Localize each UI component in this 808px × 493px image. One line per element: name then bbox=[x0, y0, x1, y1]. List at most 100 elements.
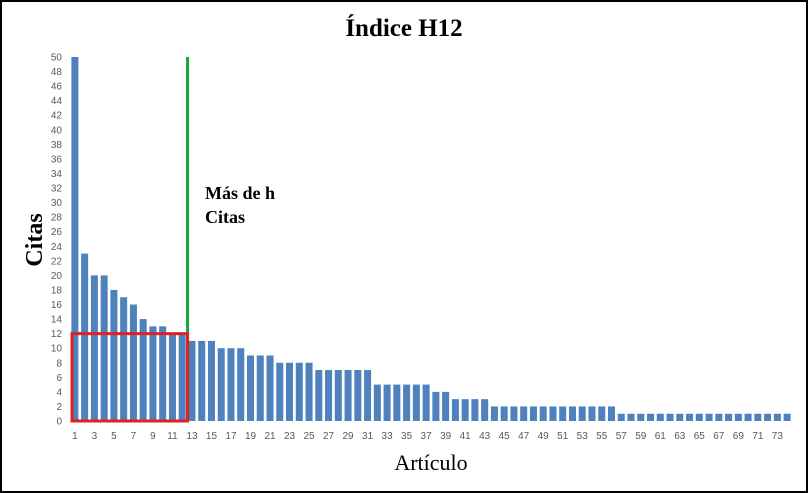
bar-article-62 bbox=[666, 413, 674, 421]
x-tick-label: 41 bbox=[460, 431, 472, 442]
bar-article-70 bbox=[744, 413, 752, 421]
x-tick-label: 29 bbox=[343, 431, 355, 442]
x-tick-label: 63 bbox=[674, 431, 686, 442]
bar-article-58 bbox=[627, 413, 635, 421]
x-tick-label: 51 bbox=[557, 431, 569, 442]
bar-article-6 bbox=[120, 297, 128, 421]
bar-article-27 bbox=[325, 370, 333, 421]
x-tick-label: 71 bbox=[752, 431, 764, 442]
bar-article-18 bbox=[237, 348, 245, 421]
x-tick-label: 39 bbox=[440, 431, 452, 442]
bar-article-50 bbox=[549, 406, 557, 421]
x-tick-label: 1 bbox=[72, 431, 78, 442]
x-tick-label: 19 bbox=[245, 431, 257, 442]
y-tick-label: 32 bbox=[51, 184, 63, 195]
x-tick-label: 25 bbox=[303, 431, 315, 442]
y-tick-label: 2 bbox=[56, 402, 62, 413]
bar-article-63 bbox=[676, 413, 684, 421]
y-tick-label: 44 bbox=[51, 96, 63, 107]
bar-article-49 bbox=[539, 406, 547, 421]
bar-article-69 bbox=[734, 413, 742, 421]
x-tick-label: 59 bbox=[635, 431, 647, 442]
bar-article-57 bbox=[617, 413, 625, 421]
x-tick-labels: 1 3 5 7 9 11 13 15 17 19 21 23 25 27 29 31 33 35 37 39 41 43 4… bbox=[72, 431, 783, 442]
bar-article-56 bbox=[607, 406, 616, 421]
x-tick-label: 73 bbox=[772, 431, 784, 442]
y-tick-label: 12 bbox=[51, 329, 63, 340]
y-tick-label: 40 bbox=[51, 125, 63, 136]
y-tick-label: 34 bbox=[51, 169, 63, 180]
x-tick-label: 61 bbox=[655, 431, 667, 442]
bar-article-25 bbox=[305, 362, 313, 421]
x-tick-label: 21 bbox=[264, 431, 276, 442]
x-tick-label: 31 bbox=[362, 431, 374, 442]
bar-article-47 bbox=[520, 406, 528, 421]
x-tick-label: 45 bbox=[499, 431, 511, 442]
y-tick-label: 42 bbox=[51, 111, 63, 122]
bar-article-39 bbox=[442, 391, 450, 421]
x-tick-label: 57 bbox=[616, 431, 628, 442]
bar-article-5 bbox=[110, 289, 118, 421]
bar-article-48 bbox=[529, 406, 537, 421]
bar-article-53 bbox=[578, 406, 586, 421]
bar-article-66 bbox=[705, 413, 713, 421]
bar-article-55 bbox=[598, 406, 606, 421]
bar-article-24 bbox=[295, 362, 303, 421]
bar-article-35 bbox=[403, 384, 411, 421]
h-index-box bbox=[70, 332, 190, 423]
x-tick-label: 37 bbox=[421, 431, 433, 442]
y-tick-label: 4 bbox=[56, 387, 62, 398]
bar-article-30 bbox=[354, 370, 362, 421]
annotation-line-2: Citas bbox=[205, 207, 245, 227]
bar-article-67 bbox=[715, 413, 723, 421]
bar-article-54 bbox=[588, 406, 596, 421]
x-tick-label: 13 bbox=[186, 431, 198, 442]
bar-article-12 bbox=[178, 333, 186, 421]
x-tick-label: 35 bbox=[401, 431, 413, 442]
bar-article-42 bbox=[471, 399, 479, 421]
chart-title: Índice H12 bbox=[345, 14, 462, 42]
bar-article-21 bbox=[266, 355, 274, 421]
y-axis-label: Citas bbox=[22, 213, 48, 266]
bar-article-51 bbox=[559, 406, 567, 421]
y-tick-labels: 0246810121416182022242628303234363840424… bbox=[51, 53, 63, 428]
x-tick-label: 53 bbox=[577, 431, 589, 442]
y-tick-label: 30 bbox=[51, 198, 63, 209]
bar-article-32 bbox=[373, 384, 381, 421]
y-tick-label: 16 bbox=[51, 300, 63, 311]
bar-article-38 bbox=[432, 391, 440, 421]
bar-article-10 bbox=[159, 326, 167, 421]
y-tick-label: 38 bbox=[51, 140, 63, 151]
bar-article-33 bbox=[383, 384, 391, 421]
bar-article-68 bbox=[725, 413, 733, 421]
y-tick-label: 36 bbox=[51, 154, 63, 165]
bar-article-8 bbox=[139, 319, 147, 421]
bar-article-43 bbox=[481, 399, 489, 421]
x-tick-label: 27 bbox=[323, 431, 335, 442]
bar-article-64 bbox=[686, 413, 694, 421]
x-tick-label: 15 bbox=[206, 431, 218, 442]
bar-article-37 bbox=[422, 384, 430, 421]
y-tick-label: 0 bbox=[56, 417, 62, 428]
bar-article-20 bbox=[256, 355, 264, 421]
bar-article-4 bbox=[100, 275, 108, 421]
y-tick-label: 26 bbox=[51, 227, 63, 238]
y-tick-label: 10 bbox=[51, 344, 63, 355]
bar-article-1 bbox=[71, 57, 79, 421]
bar-article-28 bbox=[334, 370, 342, 421]
bar-article-19 bbox=[246, 355, 255, 421]
x-tick-label: 65 bbox=[694, 431, 706, 442]
bar-article-41 bbox=[461, 399, 469, 421]
bar-article-7 bbox=[129, 304, 137, 421]
y-tick-label: 50 bbox=[51, 53, 63, 64]
bar-article-73 bbox=[773, 413, 781, 421]
x-tick-label: 69 bbox=[733, 431, 745, 442]
bar-article-22 bbox=[276, 362, 284, 421]
x-tick-label: 7 bbox=[131, 431, 137, 442]
y-tick-label: 8 bbox=[56, 358, 62, 369]
y-tick-label: 6 bbox=[56, 373, 62, 384]
x-tick-label: 9 bbox=[150, 431, 156, 442]
x-tick-label: 23 bbox=[284, 431, 296, 442]
bar-article-9 bbox=[149, 326, 157, 421]
